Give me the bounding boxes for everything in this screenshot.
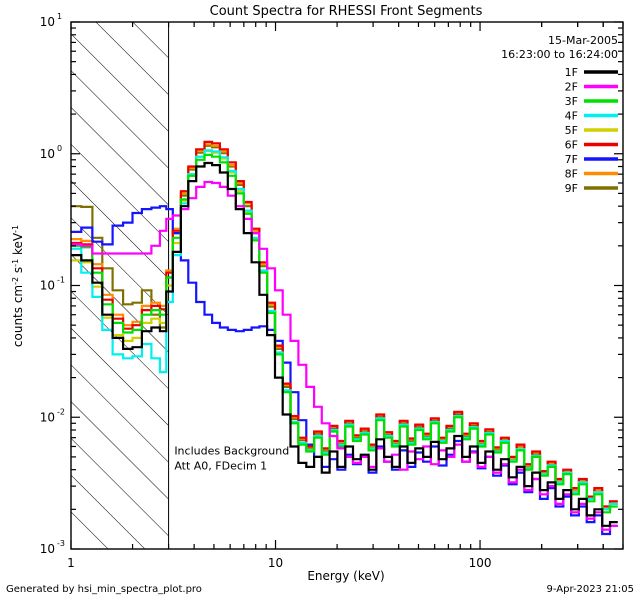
y-tick-label: 10 -2 [40,407,65,424]
svg-text:counts cm-2 s-1 keV-1: counts cm-2 s-1 keV-1 [11,225,25,347]
observation-date: 15-Mar-2005 [548,34,618,47]
legend-item-8f[interactable]: 8F [565,168,618,181]
legend-item-3f[interactable]: 3F [565,95,618,108]
svg-text:-1: -1 [57,276,65,285]
svg-text:10: 10 [40,279,55,293]
spectra-curves [71,140,618,536]
svg-text:10: 10 [40,410,55,424]
page-title: Count Spectra for RHESSI Front Segments [210,4,483,19]
svg-text:-3: -3 [57,539,65,548]
svg-text:10: 10 [40,147,55,161]
footer-generator: Generated by hsi_min_spectra_plot.pro [6,584,202,595]
x-tick-label: 1 [67,556,75,570]
y-tick-label: 10 -3 [40,539,65,556]
svg-text:10: 10 [40,15,55,29]
legend-item-2f[interactable]: 2F [565,81,618,94]
legend-label: 6F [565,139,578,152]
axes [70,21,624,550]
y-tick-label: 10 -1 [40,276,65,293]
masked-band-hatching [71,22,170,549]
legend-label: 9F [565,182,578,195]
legend-item-6f[interactable]: 6F [565,139,618,152]
legend-label: 7F [565,153,578,166]
legend-label: 3F [565,95,578,108]
annotation-text: Att A0, FDecim 1 [174,460,267,473]
legend-label: 2F [565,81,578,94]
spectrum-line-3f [71,153,618,514]
legend-item-4f[interactable]: 4F [565,110,618,123]
plot-annotations: Includes Background Att A0, FDecim 1 [174,445,289,473]
x-tick-labels: 1 10 100 [67,556,491,570]
footer-timestamp: 9-Apr-2023 21:05 [547,584,634,595]
svg-text:1: 1 [57,12,62,21]
y-tick-label: 10 0 [40,144,62,161]
y-tick-label: 10 1 [40,12,62,29]
observation-interval: 16:23:00 to 16:24:00 [501,48,618,61]
x-axis-label: Energy (keV) [307,569,384,583]
y-axis-label: counts cm-2 s-1 keV-1 [11,225,25,347]
legend-item-9f[interactable]: 9F [565,182,618,195]
svg-text:-2: -2 [57,407,65,416]
legend-label: 5F [565,124,578,137]
spectrum-line-1f [71,161,618,527]
x-tick-label: 10 [268,556,283,570]
legend-label: 4F [565,110,578,123]
svg-text:10: 10 [40,542,55,556]
annotation-text: Includes Background [174,445,289,458]
legend-item-5f[interactable]: 5F [565,124,618,137]
legend-label: 1F [565,66,578,79]
legend-label: 8F [565,168,578,181]
svg-text:0: 0 [57,144,62,153]
legend-item-7f[interactable]: 7F [565,153,618,166]
x-tick-label: 100 [469,556,492,570]
legend-item-1f[interactable]: 1F [565,66,618,79]
